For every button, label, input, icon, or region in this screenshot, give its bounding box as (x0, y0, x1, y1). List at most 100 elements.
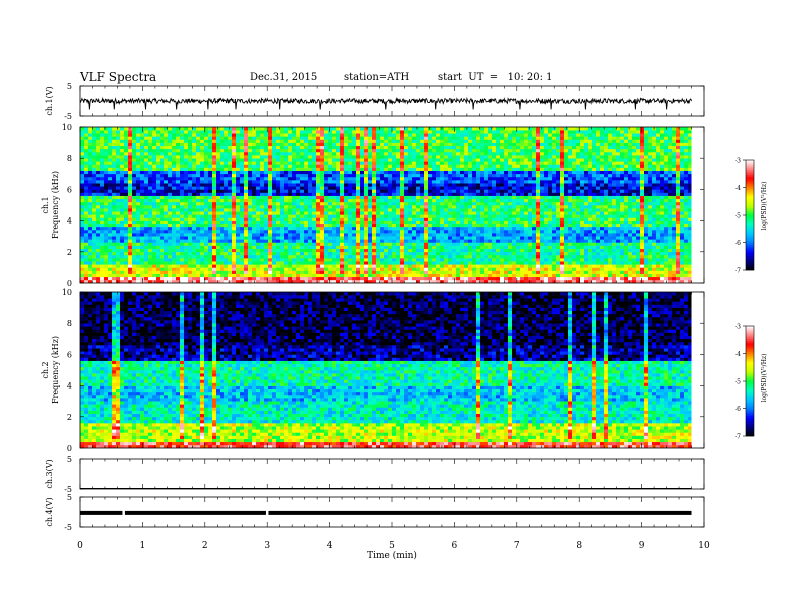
spectrogram-cell (256, 267, 261, 271)
spectrogram-cell (364, 279, 369, 283)
spectrogram-cell (380, 217, 385, 221)
spectrogram-cell (96, 145, 101, 150)
spectrogram-cell (116, 136, 121, 140)
spectrogram-cell (168, 251, 173, 256)
spectrogram-cell (220, 270, 225, 274)
spectrogram-cell (316, 173, 321, 178)
spectrogram-cell (148, 242, 153, 246)
spectrogram-cell (384, 136, 389, 140)
spectrogram-cell (152, 127, 157, 131)
spectrogram-cell (192, 186, 197, 190)
spectrogram-cell (272, 220, 277, 225)
spectrogram-cell (256, 273, 261, 278)
spectrogram-cell (364, 261, 369, 265)
spectrogram-cell (252, 201, 257, 206)
spectrogram-cell (260, 261, 265, 265)
spectrogram-cell (204, 133, 209, 137)
spectrogram-cell (412, 276, 417, 281)
spectrogram-cell (320, 155, 325, 159)
spectrogram-cell (260, 183, 265, 187)
spectrogram-cell (332, 217, 337, 221)
spectrogram-cell (164, 183, 169, 187)
spectrogram-cell (372, 130, 377, 134)
spectrogram-cell (216, 173, 221, 178)
spectrogram-cell (364, 133, 369, 137)
spectrogram-cell (192, 245, 197, 249)
spectrogram-cell (196, 161, 201, 165)
spectrogram-cell (432, 233, 437, 237)
spectrogram-cell (120, 151, 125, 156)
spectrogram-cell (428, 254, 433, 259)
spectrogram-cell (348, 136, 353, 140)
spectrogram-cell (232, 151, 237, 156)
spectrogram-cell (88, 248, 93, 253)
spectrogram-cell (144, 229, 149, 234)
spectrogram-cell (356, 127, 361, 131)
spectrogram-cell (432, 198, 437, 203)
spectrogram-cell (128, 267, 133, 271)
spectrogram-cell (200, 279, 205, 283)
spectrogram-cell (364, 195, 369, 200)
spectrogram-cell (392, 142, 397, 147)
spectrogram-cell (432, 208, 437, 212)
spectrogram-cell (400, 251, 405, 256)
spectrogram-cell (244, 251, 249, 256)
spectrogram-cell (92, 236, 97, 240)
spectrogram-cell (244, 254, 249, 259)
spectrogram-cell (208, 226, 213, 231)
spectrogram-cell (464, 258, 469, 262)
spectrogram-cell (464, 217, 469, 221)
spectrogram-cell (80, 239, 85, 243)
spectrogram-cell (80, 214, 85, 218)
spectrogram-cell (316, 139, 321, 143)
spectrogram-cell (308, 270, 313, 274)
spectrogram-cell (456, 226, 461, 231)
spectrogram-cell (424, 233, 429, 237)
spectrogram-cell (256, 270, 261, 274)
spectrogram-cell (104, 164, 109, 168)
spectrogram-cell (332, 180, 337, 184)
spectrogram-cell (364, 239, 369, 243)
spectrogram-cell (392, 276, 397, 281)
spectrogram-cell (136, 198, 141, 203)
spectrogram-cell (160, 270, 165, 274)
spectrogram-cell (352, 267, 357, 271)
spectrogram-cell (204, 233, 209, 237)
spectrogram-cell (292, 148, 297, 153)
spectrogram-cell (308, 251, 313, 256)
spectrogram-cell (288, 264, 293, 268)
spectrogram-cell (352, 170, 357, 175)
spectrogram-cell (332, 276, 337, 281)
spectrogram-cell (424, 170, 429, 175)
spectrogram-cell (336, 161, 341, 165)
spectrogram-cell (240, 205, 245, 209)
spectrogram-cell (156, 170, 161, 175)
spectrogram-cell (92, 226, 97, 231)
spectrogram-cell (176, 180, 181, 184)
spectrogram-cell (416, 248, 421, 253)
spectrogram-cell (444, 211, 449, 215)
spectrogram-cell (192, 167, 197, 171)
spectrogram-cell (456, 276, 461, 281)
spectrogram-cell (140, 220, 145, 225)
spectrogram-cell (144, 142, 149, 147)
spectrogram-cell (156, 192, 161, 196)
spectrogram-cell (424, 239, 429, 243)
spectrogram-cell (156, 205, 161, 209)
spectrogram-cell (140, 248, 145, 253)
spectrogram-cell (220, 151, 225, 156)
spectrogram-cell (292, 245, 297, 249)
spectrogram-cell (440, 258, 445, 262)
spectrogram-cell (392, 186, 397, 190)
spectrogram-cell (420, 139, 425, 143)
spectrogram-cell (224, 142, 229, 147)
spectrogram-cell (372, 270, 377, 274)
spectrogram-cell (292, 226, 297, 231)
spectrogram-cell (284, 236, 289, 240)
spectrogram-cell (456, 229, 461, 234)
spectrogram-cell (208, 233, 213, 237)
spectrogram-cell (404, 276, 409, 281)
spectrogram-cell (132, 186, 137, 190)
spectrogram-cell (324, 279, 329, 283)
spectrogram-cell (180, 242, 185, 246)
